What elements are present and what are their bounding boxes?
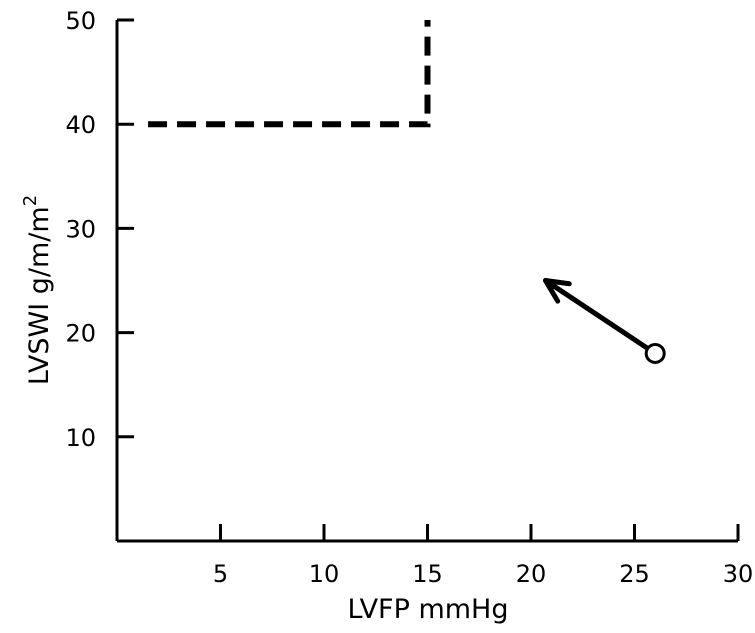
x-tick-label: 5 xyxy=(213,560,228,588)
y-axis-label: LVSWI g/m/m2 xyxy=(20,195,55,385)
x-tick-label: 25 xyxy=(619,560,650,588)
y-tick-label: 30 xyxy=(65,215,96,243)
series-line-dashed xyxy=(148,20,431,128)
data-point-open-circle xyxy=(644,342,666,364)
x-tick-label: 20 xyxy=(516,560,547,588)
arrow-head xyxy=(542,278,572,304)
y-tick-label: 20 xyxy=(65,320,96,348)
x-ticks: 5 10 15 20 25 30 xyxy=(213,524,753,588)
x-tick-label: 15 xyxy=(412,560,443,588)
x-tick-label: 30 xyxy=(723,560,754,588)
annotations-group xyxy=(542,278,666,364)
x-tick-label: 10 xyxy=(309,560,340,588)
y-axis-label-base: LVSWI g/m/m xyxy=(24,206,55,385)
y-tick-label: 10 xyxy=(65,424,96,452)
arrow-shaft xyxy=(542,278,651,351)
y-ticks: 10 20 30 40 50 xyxy=(65,7,134,452)
y-tick-label: 50 xyxy=(65,7,96,35)
x-axis-label: LVFP mmHg xyxy=(348,594,509,625)
y-tick-label: 40 xyxy=(65,111,96,139)
y-axis-label-superscript: 2 xyxy=(20,195,41,206)
series-group xyxy=(148,20,431,128)
